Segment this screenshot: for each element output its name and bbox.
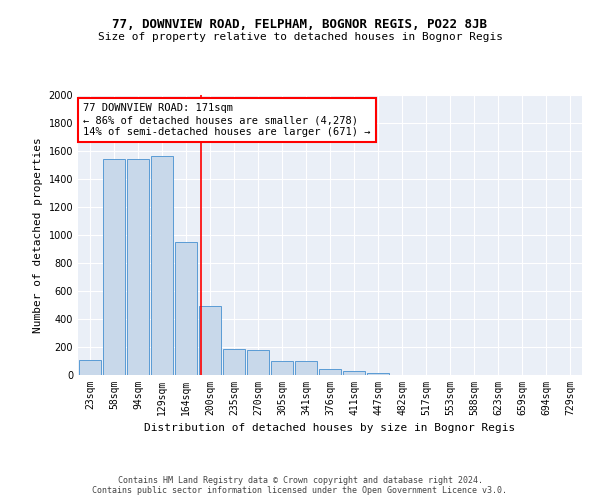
Bar bbox=[103, 160, 125, 375]
Bar bbox=[151, 156, 173, 375]
Text: 77, DOWNVIEW ROAD, FELPHAM, BOGNOR REGIS, PO22 8JB: 77, DOWNVIEW ROAD, FELPHAM, BOGNOR REGIS… bbox=[113, 18, 487, 30]
Bar bbox=[271, 361, 293, 375]
Text: Contains HM Land Registry data © Crown copyright and database right 2024.
Contai: Contains HM Land Registry data © Crown c… bbox=[92, 476, 508, 495]
X-axis label: Distribution of detached houses by size in Bognor Regis: Distribution of detached houses by size … bbox=[145, 424, 515, 434]
Bar bbox=[199, 306, 221, 375]
Bar bbox=[295, 361, 317, 375]
Bar bbox=[247, 350, 269, 375]
Bar bbox=[223, 349, 245, 375]
Bar bbox=[343, 371, 365, 375]
Bar bbox=[127, 160, 149, 375]
Bar bbox=[79, 360, 101, 375]
Text: Size of property relative to detached houses in Bognor Regis: Size of property relative to detached ho… bbox=[97, 32, 503, 42]
Y-axis label: Number of detached properties: Number of detached properties bbox=[33, 137, 43, 333]
Bar bbox=[367, 373, 389, 375]
Bar bbox=[319, 370, 341, 375]
Text: 77 DOWNVIEW ROAD: 171sqm
← 86% of detached houses are smaller (4,278)
14% of sem: 77 DOWNVIEW ROAD: 171sqm ← 86% of detach… bbox=[83, 104, 371, 136]
Bar bbox=[175, 242, 197, 375]
